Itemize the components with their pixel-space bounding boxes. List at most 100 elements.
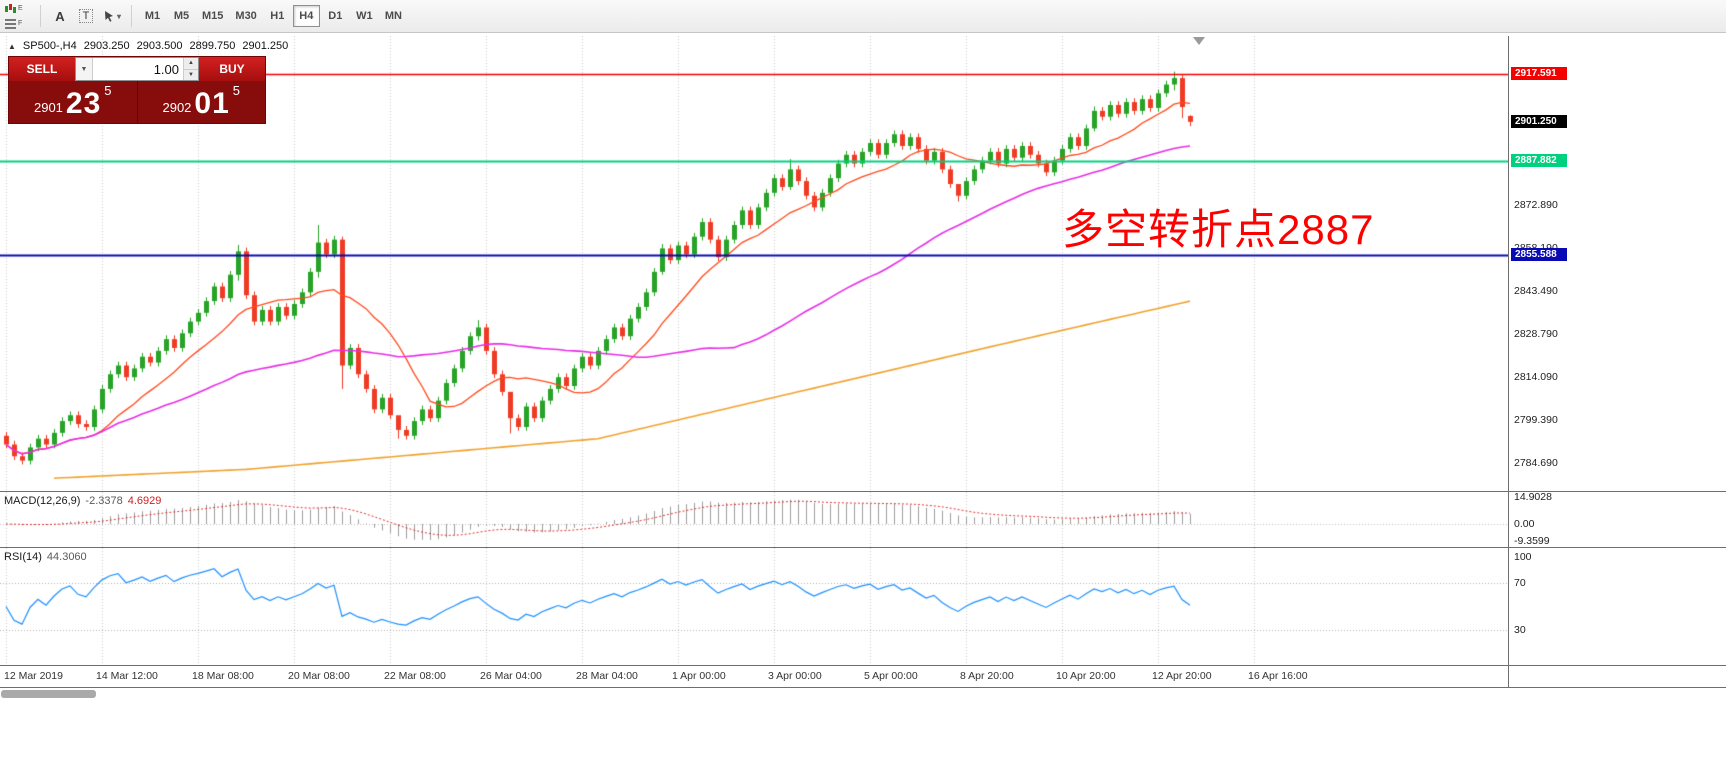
buy-price-button[interactable]: 2902 01 5 bbox=[138, 81, 266, 123]
time-tick-label: 10 Apr 20:00 bbox=[1056, 670, 1116, 682]
rsi-axis-label: 70 bbox=[1514, 577, 1526, 590]
price-tick-label: 2814.090 bbox=[1514, 370, 1558, 383]
time-tick-label: 1 Apr 00:00 bbox=[672, 670, 726, 682]
time-tick-label: 26 Mar 04:00 bbox=[480, 670, 542, 682]
volume-spinner: ▲ ▼ bbox=[183, 58, 198, 80]
volume-up-button[interactable]: ▲ bbox=[184, 58, 198, 70]
price-axis[interactable]: 2902.2902872.8902858.1902843.4902828.790… bbox=[1509, 36, 1726, 687]
chart-shift-marker[interactable] bbox=[1193, 37, 1205, 45]
symbol-title: SP500-,H4 bbox=[22, 40, 77, 52]
cursor-icon bbox=[104, 11, 113, 22]
macd-axis-label: 14.9028 bbox=[1514, 491, 1552, 503]
timeframe-mn[interactable]: MN bbox=[384, 10, 402, 22]
icon-sub-label: E bbox=[18, 5, 23, 12]
rsi-title: RSI(14) bbox=[4, 551, 42, 563]
volume-input[interactable] bbox=[93, 58, 183, 80]
toolbar-separator bbox=[40, 5, 41, 27]
sell-price-sup: 5 bbox=[104, 83, 112, 98]
volume-control: ▼ ▲ ▼ bbox=[75, 57, 199, 81]
time-tick-label: 14 Mar 12:00 bbox=[96, 670, 158, 682]
macd-title: MACD(12,26,9) bbox=[4, 495, 81, 507]
time-tick-label: 5 Apr 00:00 bbox=[864, 670, 918, 682]
toolbar: E F A T ▾ M1 M5 M15 M30 H1 H4 D1 W1 bbox=[0, 0, 1726, 33]
panel-separator bbox=[0, 491, 1726, 492]
price-tick-label: 2872.890 bbox=[1514, 198, 1558, 211]
ohlc-close: 2901.250 bbox=[242, 40, 289, 52]
sell-price-button[interactable]: 2901 23 5 bbox=[9, 81, 138, 123]
buy-price-sup: 5 bbox=[232, 83, 241, 98]
ohlc-open: 2903.250 bbox=[83, 40, 130, 52]
time-tick-label: 18 Mar 08:00 bbox=[192, 670, 254, 682]
time-tick-label: 28 Mar 04:00 bbox=[576, 670, 638, 682]
timeframe-h4[interactable]: H4 bbox=[292, 5, 320, 27]
price-tick-label: 2784.690 bbox=[1514, 457, 1558, 469]
rsi-axis-label: 100 bbox=[1514, 551, 1532, 563]
chart-annotation-text: 多空转折点2887 bbox=[1062, 206, 1375, 253]
toolbar-separator bbox=[131, 5, 132, 27]
timeframe-m30[interactable]: M30 bbox=[235, 10, 257, 22]
rsi-label: RSI(14) 44.3060 bbox=[4, 551, 87, 563]
volume-down-button[interactable]: ▼ bbox=[184, 69, 198, 80]
macd-panel-canvas[interactable] bbox=[0, 492, 1508, 547]
chevron-down-icon: ▾ bbox=[116, 11, 121, 21]
time-tick-label: 12 Mar 2019 bbox=[4, 670, 63, 682]
panel-separator bbox=[0, 665, 1726, 666]
time-axis[interactable]: 12 Mar 2019 14 Mar 12:00 18 Mar 08:00 20 Ma… bbox=[0, 666, 1726, 687]
time-tick-label: 20 Mar 08:00 bbox=[288, 670, 350, 682]
list-icon bbox=[5, 19, 16, 29]
cursor-tool-button[interactable]: ▾ bbox=[99, 4, 125, 28]
icon-sub-label: F bbox=[18, 20, 23, 27]
ohlc-low: 2899.750 bbox=[189, 40, 236, 52]
support-line-price-badge: 2855.588 bbox=[1511, 248, 1567, 262]
rsi-value: 44.3060 bbox=[46, 551, 87, 563]
resistance-line-price-badge: 2917.591 bbox=[1511, 67, 1567, 80]
text-tool-label: A bbox=[55, 8, 65, 24]
sell-button[interactable]: SELL bbox=[9, 57, 75, 81]
time-tick-label: 12 Apr 20:00 bbox=[1152, 670, 1212, 682]
chart-marker-icon: ▲ bbox=[8, 41, 16, 51]
macd-label: MACD(12,26,9) -2.3378 4.6929 bbox=[4, 495, 161, 507]
macd-axis-label: 0.00 bbox=[1514, 518, 1535, 531]
price-tick-label: 2799.390 bbox=[1514, 413, 1558, 426]
symbol-info-bar: ▲ SP500-,H4 2903.250 2903.500 2899.750 2… bbox=[8, 40, 288, 52]
timeframe-m15[interactable]: M15 bbox=[202, 10, 224, 22]
textbox-tool-label: T bbox=[78, 9, 94, 23]
panel-separator bbox=[0, 687, 1726, 688]
timeframe-m5[interactable]: M5 bbox=[173, 10, 190, 22]
time-tick-label: 3 Apr 00:00 bbox=[768, 670, 822, 682]
timeframe-m1[interactable]: M1 bbox=[144, 10, 161, 22]
one-click-trading-panel: SELL ▼ ▲ ▼ BUY 2901 23 5 2902 01 5 bbox=[8, 56, 266, 124]
text-tool-button[interactable]: A bbox=[47, 4, 73, 28]
price-tick-label: 2843.490 bbox=[1514, 284, 1558, 297]
rsi-panel-canvas[interactable] bbox=[0, 548, 1508, 665]
price-tick-label: 2828.790 bbox=[1514, 327, 1558, 340]
buy-button[interactable]: BUY bbox=[199, 57, 265, 81]
sell-price-prefix: 2901 bbox=[33, 100, 63, 115]
time-tick-label: 8 Apr 20:00 bbox=[960, 670, 1014, 682]
horizontal-scrollbar-thumb[interactable] bbox=[1, 690, 96, 698]
macd-axis-label: -9.3599 bbox=[1514, 535, 1550, 547]
ohlc-high: 2903.500 bbox=[136, 40, 183, 52]
macd-value: -2.3378 bbox=[85, 495, 123, 507]
sell-price-big: 23 bbox=[65, 87, 102, 120]
toolbar-stack: E F bbox=[4, 2, 26, 30]
buy-price-prefix: 2902 bbox=[162, 100, 192, 115]
timeframe-h1[interactable]: H1 bbox=[270, 10, 285, 22]
timeframe-d1[interactable]: D1 bbox=[328, 10, 343, 22]
time-tick-label: 16 Apr 16:00 bbox=[1248, 670, 1308, 682]
pivot-line-price-badge: 2887.882 bbox=[1511, 153, 1567, 167]
buy-price-big: 01 bbox=[194, 87, 230, 120]
timeframe-w1[interactable]: W1 bbox=[356, 10, 373, 22]
current-price-badge: 2901.250 bbox=[1511, 114, 1567, 128]
charts-toolbar-icon[interactable]: E bbox=[4, 2, 26, 15]
textbox-tool-button[interactable]: T bbox=[73, 4, 99, 28]
candles-icon bbox=[5, 4, 16, 13]
axis-separator bbox=[1508, 36, 1509, 687]
time-tick-label: 22 Mar 08:00 bbox=[384, 670, 446, 682]
volume-dropdown-button[interactable]: ▼ bbox=[76, 58, 93, 80]
list-toolbar-icon[interactable]: F bbox=[4, 17, 26, 30]
panel-separator bbox=[0, 547, 1726, 548]
macd-signal-value: 4.6929 bbox=[127, 495, 162, 507]
rsi-axis-label: 30 bbox=[1514, 623, 1526, 636]
